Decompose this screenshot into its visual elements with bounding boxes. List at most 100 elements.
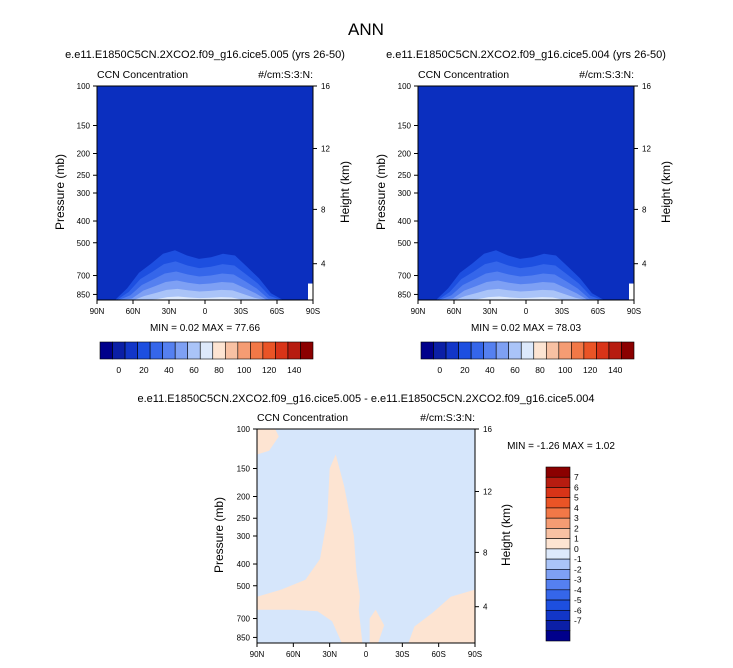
colorbar-label: 80 — [535, 365, 545, 375]
colorbar-box — [149, 341, 163, 360]
colorbar-box — [137, 341, 151, 360]
y2-tick-label: 16 — [321, 82, 330, 91]
colorbar-box — [162, 341, 176, 360]
colorbar-label: 0 — [574, 544, 579, 554]
panel-2-left-string: CCN Concentration — [418, 69, 509, 81]
colorbar-label: 1 — [574, 534, 579, 544]
colorbar-label: 100 — [558, 365, 572, 375]
colorbar-label: -2 — [574, 564, 582, 574]
y2-tick-label: 16 — [483, 425, 492, 434]
y-tick-label: 700 — [237, 615, 251, 624]
colorbar-box — [545, 466, 571, 478]
colorbar-label: 120 — [583, 365, 597, 375]
y-tick-label: 700 — [77, 272, 91, 281]
colorbar-box — [596, 341, 610, 360]
colorbar-box — [545, 497, 571, 509]
y-tick-label: 400 — [398, 217, 412, 226]
colorbar-box — [300, 341, 314, 360]
colorbar-box — [533, 341, 547, 360]
x-tick-label: 60N — [126, 307, 141, 316]
colorbar-box — [545, 548, 571, 560]
y-tick-label: 400 — [237, 560, 251, 569]
colorbar-label: 3 — [574, 513, 579, 523]
positive-anomaly — [257, 454, 363, 643]
panel-3-title: e.e11.E1850C5CN.2XCO2.f09_g16.cice5.005 … — [137, 393, 594, 405]
panel-1-left-string: CCN Concentration — [97, 69, 188, 81]
colorbar-label: 20 — [139, 365, 149, 375]
colorbar-box — [558, 341, 572, 360]
colorbar-box — [458, 341, 472, 360]
panel-3: 100 150 200 250 300 400 500 700 850 16 12 8 4 90N 60N 3… — [237, 425, 493, 659]
colorbar-label: 80 — [214, 365, 224, 375]
colorbar-2: 0 20 40 60 80 100 120 140 — [420, 341, 635, 375]
panel-2: 100 150 200 250 300 400 500 700 850 16 12 8 4 90N 60N 3… — [398, 82, 652, 316]
colorbar-box — [187, 341, 201, 360]
colorbar-1: 0 20 40 60 80 100 120 140 — [99, 341, 314, 375]
y2-tick-label: 4 — [321, 260, 326, 269]
surface-mask — [629, 283, 634, 300]
colorbar-box — [545, 620, 571, 632]
colorbar-label: 60 — [510, 365, 520, 375]
x-tick-label: 90N — [250, 650, 265, 659]
x-tick-label: 30N — [322, 650, 337, 659]
colorbar-box — [99, 341, 113, 360]
panel-2-title: e.e11.E1850C5CN.2XCO2.f09_g16.cice5.004 … — [386, 49, 666, 61]
x-tick-label: 90S — [627, 307, 641, 316]
plume-level — [97, 288, 313, 300]
colorbar-label: -3 — [574, 575, 582, 585]
colorbar-box — [621, 341, 635, 360]
y-tick-label: 150 — [237, 464, 251, 473]
colorbar-label: 120 — [262, 365, 276, 375]
colorbar-box — [287, 341, 301, 360]
panel-1: 100 150 200 250 300 400 500 700 850 16 12 8 4 90N 60N 3… — [77, 82, 331, 316]
y-tick-label: 150 — [77, 121, 91, 130]
colorbar-box — [250, 341, 264, 360]
y-tick-label: 250 — [77, 171, 91, 180]
colorbar-box — [545, 528, 571, 539]
y-tick-label: 300 — [237, 532, 251, 541]
panel-3-minmax: MIN = -1.26 MAX = 1.02 — [507, 441, 615, 452]
panel-2-right-string: #/cm:S:3:N: — [579, 69, 634, 81]
colorbar-box — [583, 341, 597, 360]
positive-anomaly — [369, 609, 385, 643]
colorbar-label: 4 — [574, 503, 579, 513]
y-tick-label: 850 — [237, 633, 251, 642]
colorbar-label: -5 — [574, 595, 582, 605]
y2-tick-label: 12 — [642, 145, 651, 154]
x-tick-label: 30N — [162, 307, 177, 316]
panel-1-title: e.e11.E1850C5CN.2XCO2.f09_g16.cice5.005 … — [65, 49, 345, 61]
colorbar-label: 140 — [287, 365, 301, 375]
main-title: ANN — [348, 20, 384, 39]
colorbar-box — [545, 507, 571, 519]
y-tick-label: 850 — [398, 290, 412, 299]
colorbar-box — [420, 341, 434, 360]
panel-3-y2label: Height (km) — [499, 504, 513, 566]
y-tick-label: 100 — [237, 425, 251, 434]
colorbar-label: 140 — [608, 365, 622, 375]
colorbar-label: 60 — [189, 365, 199, 375]
positive-anomaly — [408, 589, 475, 643]
y-tick-label: 250 — [237, 514, 251, 523]
positive-anomaly — [257, 429, 279, 455]
colorbar-label: -7 — [574, 616, 582, 626]
y-tick-label: 250 — [398, 171, 412, 180]
x-tick-label: 30S — [395, 650, 409, 659]
plume-level — [418, 296, 634, 300]
colorbar-label: 7 — [574, 472, 579, 482]
y-tick-label: 100 — [398, 82, 412, 91]
colorbar-box — [237, 341, 251, 360]
colorbar-label: 100 — [237, 365, 251, 375]
x-tick-label: 60S — [432, 650, 446, 659]
panel-2-y2label: Height (km) — [659, 161, 673, 223]
colorbar-label: 20 — [460, 365, 470, 375]
colorbar-box — [545, 569, 571, 580]
y2-tick-label: 16 — [642, 82, 651, 91]
panel-2-ylabel: Pressure (mb) — [374, 154, 388, 230]
y-tick-label: 700 — [398, 272, 412, 281]
y2-tick-label: 8 — [642, 205, 647, 214]
colorbar-box — [545, 579, 571, 591]
x-tick-label: 30N — [483, 307, 498, 316]
panel-3-left-string: CCN Concentration — [257, 412, 348, 424]
x-tick-label: 90S — [306, 307, 320, 316]
